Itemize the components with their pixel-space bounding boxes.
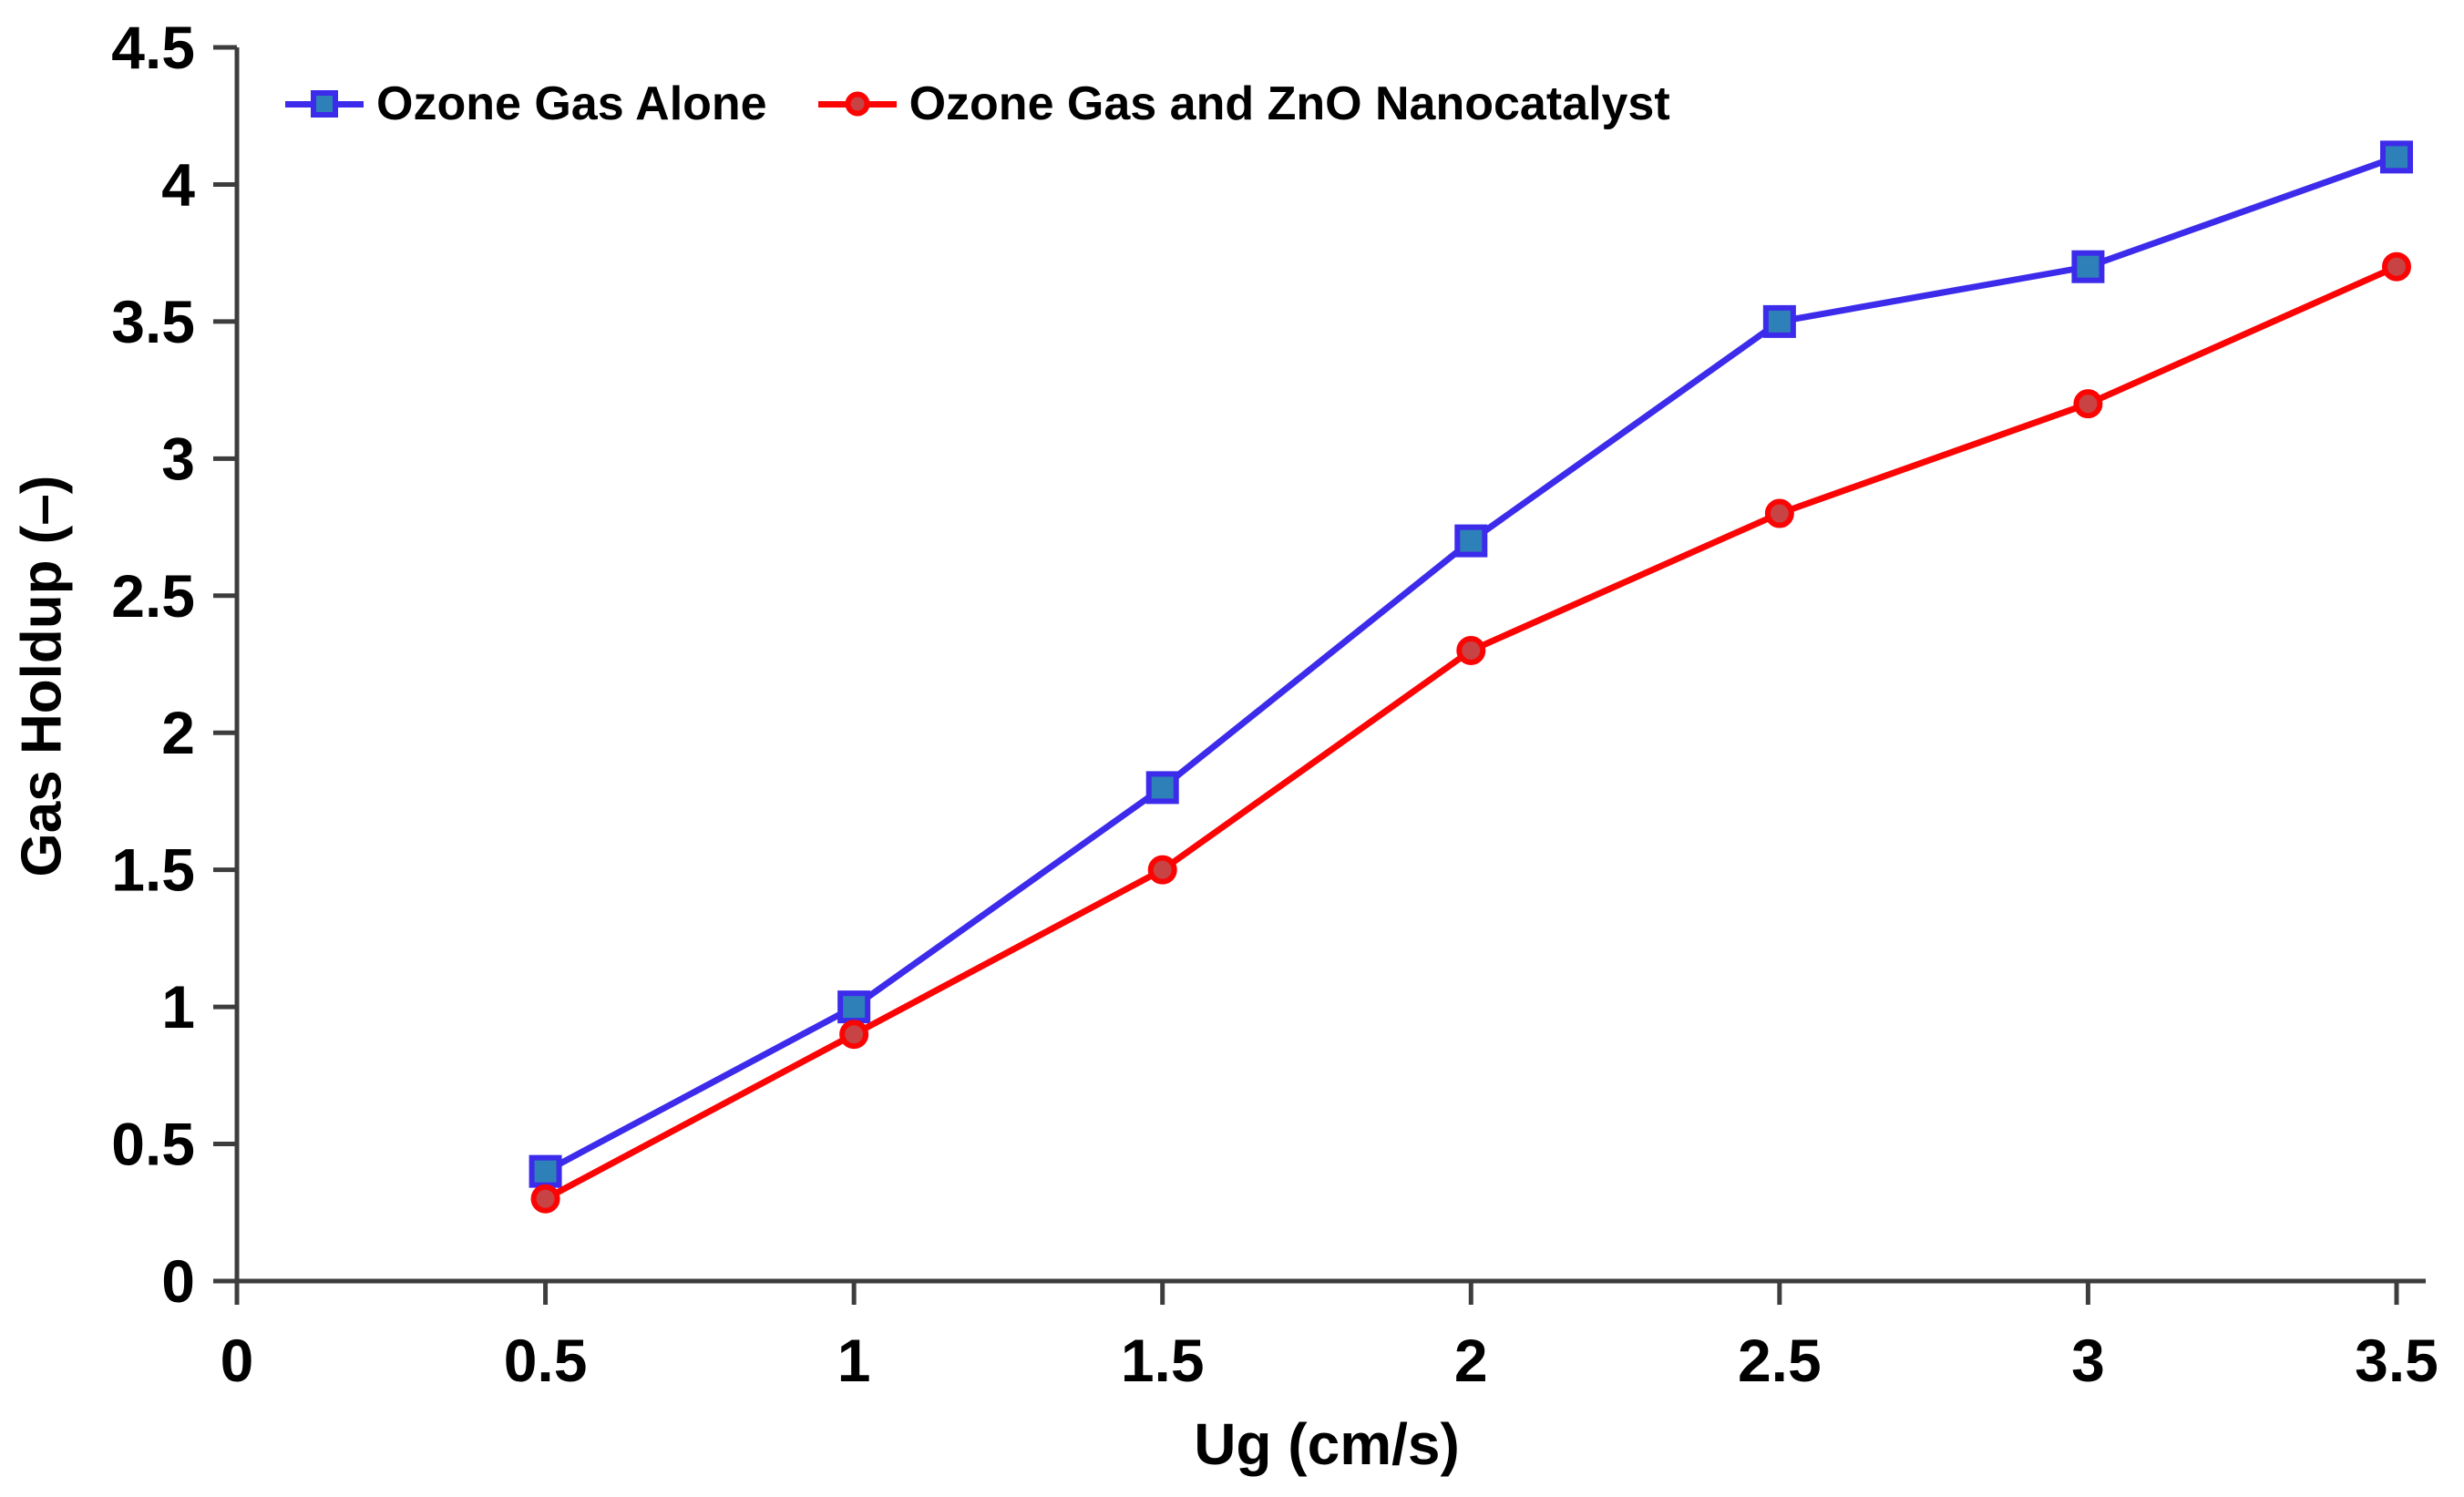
legend-label: Ozone Gas and ZnO Nanocatalyst bbox=[909, 77, 1670, 130]
x-tick-label: 1.5 bbox=[1121, 1327, 1205, 1394]
data-point-marker bbox=[839, 1020, 869, 1050]
x-tick-label: 2 bbox=[1454, 1327, 1488, 1394]
y-tick-label: 1.5 bbox=[111, 836, 195, 904]
y-tick-label: 3 bbox=[161, 425, 195, 492]
x-tick-label: 3.5 bbox=[2355, 1327, 2438, 1394]
data-point-marker bbox=[1764, 498, 1794, 528]
data-point-marker bbox=[1145, 771, 1179, 805]
square-marker-icon bbox=[285, 90, 364, 118]
x-tick-label: 3 bbox=[2071, 1327, 2105, 1394]
data-point-marker bbox=[2380, 140, 2413, 174]
y-tick-label: 4.5 bbox=[111, 14, 195, 81]
y-tick-label: 3.5 bbox=[111, 288, 195, 355]
x-tick-label: 1 bbox=[837, 1327, 871, 1394]
y-tick-label: 4 bbox=[161, 150, 195, 218]
data-point-marker bbox=[1762, 304, 1796, 338]
legend-label: Ozone Gas Alone bbox=[376, 77, 767, 130]
data-point-marker bbox=[2382, 251, 2411, 282]
x-axis-title: Ug (cm/s) bbox=[1194, 1411, 1460, 1477]
data-point-marker bbox=[1147, 855, 1177, 885]
data-point-marker bbox=[2073, 389, 2103, 419]
data-point-marker bbox=[1454, 524, 1488, 558]
legend-item-ozone-gas-alone: Ozone Gas Alone bbox=[285, 75, 767, 133]
data-point-marker bbox=[529, 1154, 562, 1188]
chart-legend: Ozone Gas Alone Ozone Gas and ZnO Nanoca… bbox=[285, 75, 1670, 133]
x-tick-label: 0 bbox=[221, 1327, 254, 1394]
y-axis-title: Gas Holdup (–) bbox=[10, 475, 74, 877]
data-point-marker bbox=[1456, 635, 1486, 665]
x-tick-label: 2.5 bbox=[1738, 1327, 1822, 1394]
y-tick-label: 2 bbox=[161, 699, 195, 766]
data-point-marker bbox=[530, 1184, 560, 1214]
legend-item-ozone-gas-zno-nanocatalyst: Ozone Gas and ZnO Nanocatalyst bbox=[817, 75, 1670, 133]
x-tick-label: 0.5 bbox=[504, 1327, 588, 1394]
series-line-1 bbox=[542, 263, 2400, 1203]
data-point-marker bbox=[837, 990, 871, 1024]
y-tick-label: 0 bbox=[161, 1247, 195, 1315]
y-tick-label: 2.5 bbox=[111, 562, 195, 630]
y-tick-label: 0.5 bbox=[111, 1111, 195, 1178]
data-point-marker bbox=[2071, 250, 2105, 283]
y-tick-label: 1 bbox=[161, 973, 195, 1041]
circle-marker-icon bbox=[817, 91, 897, 117]
